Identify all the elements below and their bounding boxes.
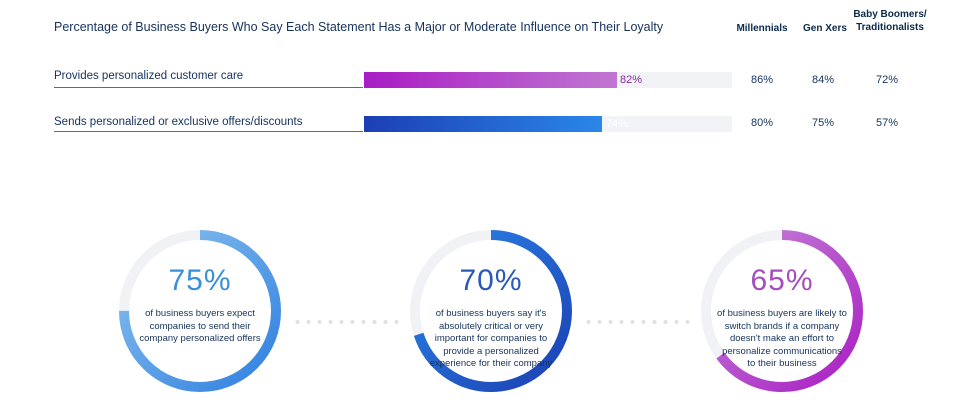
column-header-baby-boomers: Baby Boomers/ Traditionalists <box>853 9 927 33</box>
stat-caption: of business buyers expect companies to s… <box>139 308 261 344</box>
row-divider <box>54 87 363 88</box>
row-label-offers: Sends personalized or exclusive offers/d… <box>54 116 303 128</box>
baby-boomers-value: 57% <box>875 117 899 129</box>
ring-progress-arc <box>410 230 572 392</box>
row-label-customer-care: Provides personalized customer care <box>54 70 244 82</box>
baby-boomers-value: 72% <box>875 74 899 86</box>
ring-progress-arc <box>701 230 863 392</box>
bar-track: 82% <box>364 72 732 88</box>
stat-percentage: 65% <box>750 264 814 297</box>
bar-track: 74% <box>364 116 732 132</box>
progress-ring <box>701 230 863 392</box>
progress-ring <box>119 230 281 392</box>
gen-xers-value: 75% <box>811 117 835 129</box>
gen-xers-value: 84% <box>811 74 835 86</box>
millennials-value: 80% <box>750 117 774 129</box>
chart-title: Percentage of Business Buyers Who Say Ea… <box>54 20 664 34</box>
ring-progress-arc <box>119 230 281 392</box>
stat-circle-personalized-experience: 70% of business buyers say it's absolute… <box>406 226 576 396</box>
bar-value-label: 82% <box>620 74 643 86</box>
stat-caption: of business buyers say it's absolutely c… <box>429 308 553 369</box>
millennials-value: 86% <box>750 74 774 86</box>
bar-fill-offers <box>364 116 602 132</box>
dotted-connector <box>292 320 400 324</box>
stat-caption: of business buyers are likely to switch … <box>717 308 847 369</box>
stat-percentage: 75% <box>168 264 232 297</box>
row-divider <box>54 131 363 132</box>
bar-value-label: 74% <box>606 118 629 130</box>
dotted-connector <box>583 320 695 324</box>
progress-ring <box>410 230 572 392</box>
stat-circle-expect-offers: 75% of business buyers expect companies … <box>115 226 285 396</box>
bar-fill-customer-care <box>364 72 617 88</box>
stat-percentage: 70% <box>459 264 523 297</box>
column-header-gen-xers: Gen Xers <box>803 23 847 34</box>
stat-circle-switch-brands: 65% of business buyers are likely to swi… <box>697 226 867 396</box>
column-header-millennials: Millennials <box>736 23 788 34</box>
